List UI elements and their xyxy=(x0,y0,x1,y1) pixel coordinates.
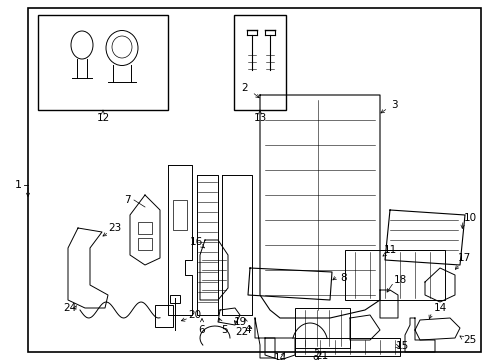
Text: 17: 17 xyxy=(456,253,469,263)
Bar xyxy=(294,308,349,348)
Text: 8: 8 xyxy=(340,273,346,283)
Text: 23: 23 xyxy=(108,223,122,233)
Text: 10: 10 xyxy=(463,213,476,223)
Bar xyxy=(38,15,168,110)
Text: 14: 14 xyxy=(273,353,286,360)
Bar xyxy=(138,238,152,250)
Text: 25: 25 xyxy=(463,335,476,345)
Text: 2: 2 xyxy=(241,83,248,93)
Bar xyxy=(173,200,186,230)
Text: 6: 6 xyxy=(198,325,205,335)
Text: 21: 21 xyxy=(315,351,328,360)
Text: 7: 7 xyxy=(123,195,130,205)
Text: 16: 16 xyxy=(189,237,202,247)
Bar xyxy=(345,250,444,300)
Text: 22: 22 xyxy=(235,327,248,337)
Text: 1: 1 xyxy=(15,180,21,190)
Text: 11: 11 xyxy=(383,245,396,255)
Text: 15: 15 xyxy=(395,341,408,351)
Bar xyxy=(155,305,173,327)
Text: 9: 9 xyxy=(312,355,319,360)
Text: 3: 3 xyxy=(390,100,397,110)
Bar xyxy=(234,15,285,110)
Text: 20: 20 xyxy=(188,310,201,320)
Bar xyxy=(138,222,152,234)
Bar xyxy=(294,338,399,356)
Text: 13: 13 xyxy=(253,113,266,123)
Text: 19: 19 xyxy=(233,317,246,327)
Text: 14: 14 xyxy=(432,303,446,313)
Text: 24: 24 xyxy=(63,303,77,313)
Text: 12: 12 xyxy=(96,113,109,123)
Text: 4: 4 xyxy=(244,325,251,335)
Text: 18: 18 xyxy=(392,275,406,285)
Bar xyxy=(170,295,180,303)
Text: 5: 5 xyxy=(220,325,227,335)
